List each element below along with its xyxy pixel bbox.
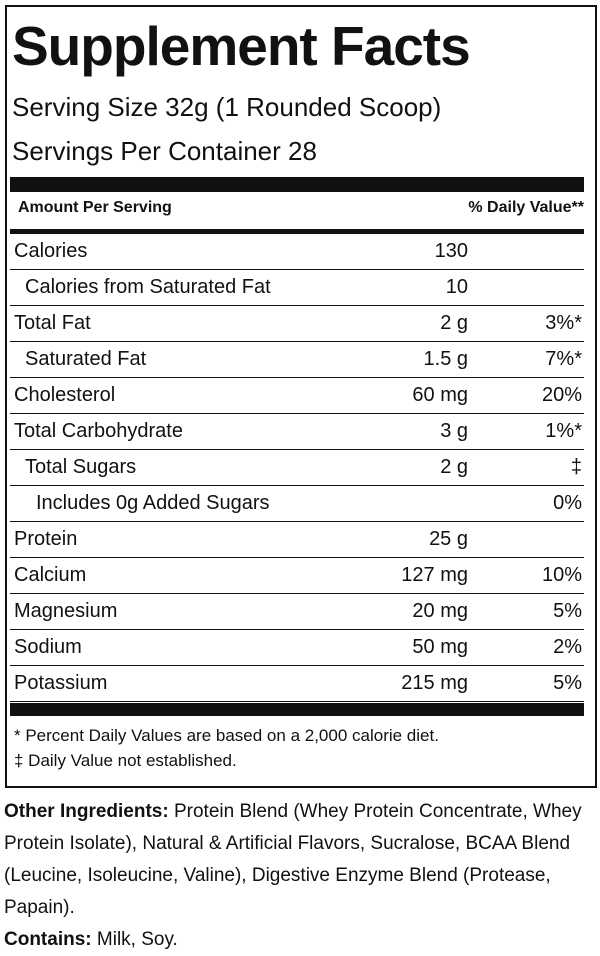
amount: 130 (434, 240, 468, 262)
daily-value: 3%* (545, 312, 582, 334)
contains-label: Contains: (4, 929, 92, 950)
amount: 215 mg (401, 672, 468, 694)
nutrient-label: Includes 0g Added Sugars (36, 492, 270, 514)
nutrient-label: Total Carbohydrate (14, 420, 183, 442)
nutrient-label: Potassium (14, 672, 108, 694)
nutrient-row: Saturated Fat 1.5 g 7%* (10, 342, 584, 378)
nutrient-label: Protein (14, 528, 78, 550)
amount: 10 (445, 276, 468, 298)
divider (10, 229, 584, 234)
nutrient-row: Includes 0g Added Sugars 0% (10, 486, 584, 522)
nutrient-row: Calories 130 (10, 234, 584, 270)
amount: 1.5 g (423, 348, 468, 370)
daily-value: 7%* (545, 348, 582, 370)
ingredients-text: Protein Blend (Whey Protein Concentrate,… (4, 801, 582, 918)
footnote: * Percent Daily Values are based on a 2,… (14, 726, 439, 745)
divider (10, 177, 584, 192)
daily-value: 5% (553, 672, 582, 694)
contains-text: Milk, Soy. (96, 929, 178, 950)
nutrient-row: Calcium 127 mg 10% (10, 558, 584, 594)
nutrient-row: Sodium 50 mg 2% (10, 630, 584, 666)
nutrient-row: Potassium 215 mg 5% (10, 666, 584, 702)
nutrient-label: Cholesterol (14, 384, 116, 406)
nutrient-label: Calcium (14, 564, 87, 586)
nutrient-label: Sodium (14, 636, 82, 658)
amount: 127 mg (401, 564, 468, 586)
daily-value: ‡ (570, 456, 582, 478)
amount: 60 mg (412, 384, 468, 406)
amount: 50 mg (412, 636, 468, 658)
amount: 2 g (440, 312, 468, 334)
title: Supplement Facts (12, 15, 471, 77)
footnote: ‡ Daily Value not established. (14, 751, 237, 770)
servings-per-container: Servings Per Container 28 (12, 136, 317, 166)
nutrient-label: Magnesium (14, 600, 118, 622)
nutrient-row: Magnesium 20 mg 5% (10, 594, 584, 630)
column-header: % Daily Value** (468, 199, 584, 216)
daily-value: 1%* (545, 420, 582, 442)
nutrient-row: Total Carbohydrate 3 g 1%* (10, 414, 584, 450)
ingredients: Other Ingredients: Protein Blend (Whey P… (4, 796, 598, 956)
column-header: Amount Per Serving (18, 199, 172, 216)
divider (10, 703, 584, 716)
amount: 20 mg (412, 600, 468, 622)
nutrient-label: Total Fat (14, 312, 91, 334)
daily-value: 10% (541, 564, 582, 586)
serving-size: Serving Size 32g (1 Rounded Scoop) (12, 92, 442, 122)
nutrient-label: Total Sugars (25, 456, 137, 478)
daily-value: 0% (553, 492, 582, 514)
nutrient-row: Cholesterol 60 mg 20% (10, 378, 584, 414)
amount: 25 g (429, 528, 468, 550)
nutrient-label: Saturated Fat (25, 348, 147, 370)
nutrient-row: Protein 25 g (10, 522, 584, 558)
facts-panel (5, 5, 597, 788)
daily-value: 5% (553, 600, 582, 622)
nutrient-row: Total Fat 2 g 3%* (10, 306, 584, 342)
ingredients-label: Other Ingredients: (4, 801, 169, 822)
nutrient-row: Calories from Saturated Fat 10 (10, 270, 584, 306)
daily-value: 20% (541, 384, 582, 406)
amount: 2 g (440, 456, 468, 478)
nutrient-row: Total Sugars 2 g ‡ (10, 450, 584, 486)
daily-value: 2% (553, 636, 582, 658)
nutrient-label: Calories (14, 240, 88, 262)
nutrient-label: Calories from Saturated Fat (25, 276, 271, 298)
amount: 3 g (440, 420, 468, 442)
